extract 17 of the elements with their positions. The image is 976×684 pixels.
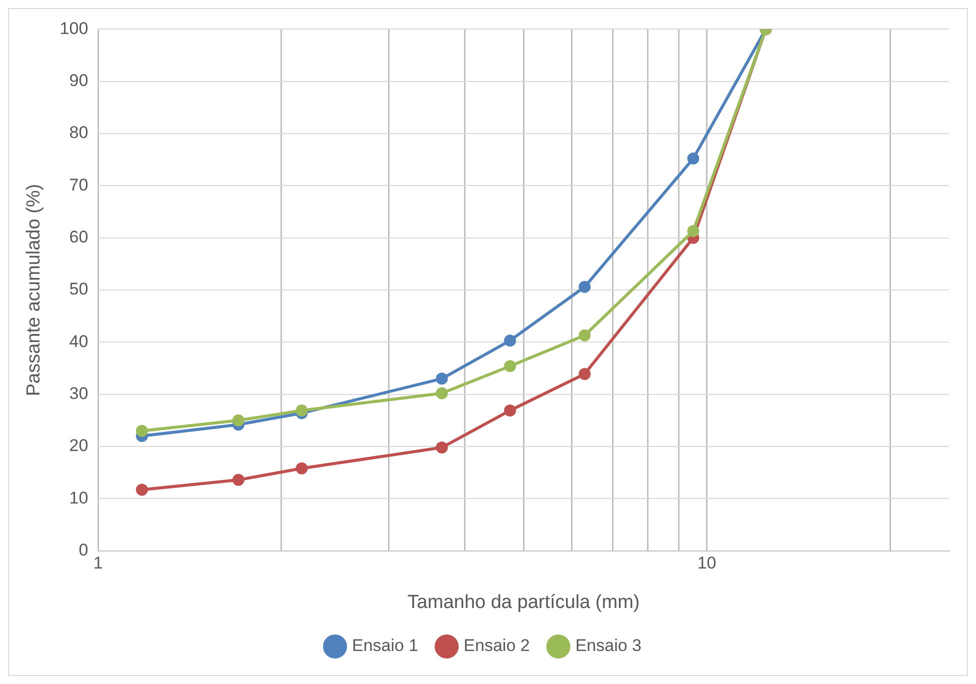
y-tick-label: 70 bbox=[69, 175, 88, 194]
x-axis-title: Tamanho da partícula (mm) bbox=[407, 592, 640, 613]
legend-label: Ensaio 1 bbox=[352, 636, 418, 656]
x-tick-label: 1 bbox=[93, 554, 103, 573]
y-tick-label: 30 bbox=[69, 384, 88, 404]
y-tick-label: 10 bbox=[69, 488, 88, 508]
y-axis-title: Passante acumulado (%) bbox=[24, 184, 45, 396]
y-tick-label: 40 bbox=[69, 332, 88, 351]
legend-label: Ensaio 2 bbox=[464, 636, 530, 656]
y-tick-label: 50 bbox=[69, 280, 88, 299]
y-tick-label: 20 bbox=[69, 436, 88, 456]
y-tick-label: 60 bbox=[69, 228, 88, 247]
y-tick-label: 80 bbox=[69, 123, 88, 142]
legend-label: Ensaio 3 bbox=[575, 636, 642, 656]
y-tick-label: 100 bbox=[60, 18, 88, 38]
y-tick-label: 90 bbox=[69, 71, 88, 90]
y-tick-label: 0 bbox=[78, 540, 88, 560]
